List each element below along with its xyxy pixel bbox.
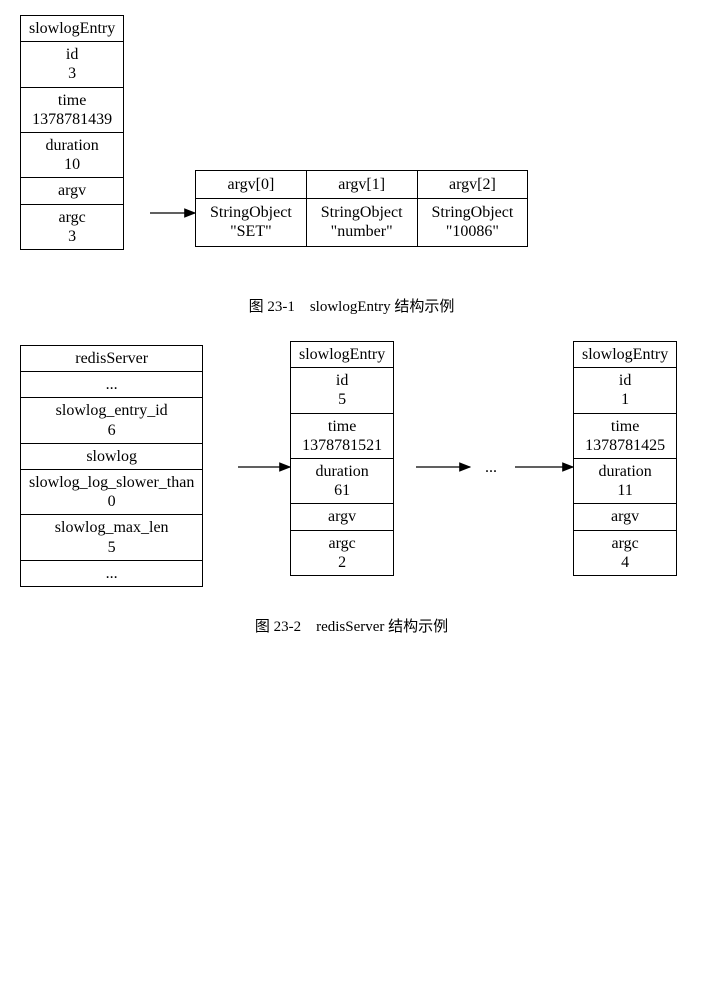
struct-row: argv: [574, 504, 677, 530]
struct-row: ...: [21, 372, 203, 398]
struct-row: argc4: [574, 530, 677, 575]
ellipsis-node: ...: [485, 459, 497, 477]
struct-row: id5: [291, 368, 394, 413]
argv-table: argv[0]argv[1]argv[2] StringObject"SET"S…: [195, 170, 528, 247]
entry-row: time1378781439: [21, 87, 124, 132]
figure-23-1: slowlogEntry id3time1378781439duration10…: [10, 10, 693, 330]
figure-23-2: redisServer...slowlog_entry_id6slowlogsl…: [10, 330, 693, 670]
argv-value: StringObject"number": [306, 199, 417, 246]
struct-row: duration61: [291, 458, 394, 503]
entry-header: slowlogEntry: [21, 16, 124, 42]
argv-header: argv[0]: [196, 171, 307, 199]
struct-row: slowlog_max_len5: [21, 515, 203, 560]
struct-row: ...: [21, 560, 203, 586]
struct-row: time1378781521: [291, 413, 394, 458]
struct-row: time1378781425: [574, 413, 677, 458]
caption-2: 图 23-2 redisServer 结构示例: [10, 615, 693, 636]
struct-row: argv: [291, 504, 394, 530]
argv-value: StringObject"10086": [417, 199, 528, 246]
argv-header: argv[2]: [417, 171, 528, 199]
struct-row: duration11: [574, 458, 677, 503]
redis-server-table: redisServer...slowlog_entry_id6slowlogsl…: [20, 345, 203, 587]
struct-header: slowlogEntry: [574, 342, 677, 368]
struct-row: slowlog_entry_id6: [21, 398, 203, 443]
struct-row: id1: [574, 368, 677, 413]
entry-row: argc3: [21, 204, 124, 249]
struct-row: slowlog: [21, 443, 203, 469]
slowlog-entry-table: slowlogEntry id3time1378781439duration10…: [20, 15, 124, 250]
slowlog-entry-right: slowlogEntryid1time1378781425duration11a…: [573, 341, 677, 576]
slowlog-entry-left: slowlogEntryid5time1378781521duration61a…: [290, 341, 394, 576]
argv-value: StringObject"SET": [196, 199, 307, 246]
struct-row: argc2: [291, 530, 394, 575]
caption-1: 图 23-1 slowlogEntry 结构示例: [10, 295, 693, 316]
struct-header: redisServer: [21, 346, 203, 372]
entry-row: argv: [21, 178, 124, 204]
entry-row: duration10: [21, 132, 124, 177]
struct-row: slowlog_log_slower_than0: [21, 469, 203, 514]
argv-header: argv[1]: [306, 171, 417, 199]
entry-row: id3: [21, 42, 124, 87]
struct-header: slowlogEntry: [291, 342, 394, 368]
